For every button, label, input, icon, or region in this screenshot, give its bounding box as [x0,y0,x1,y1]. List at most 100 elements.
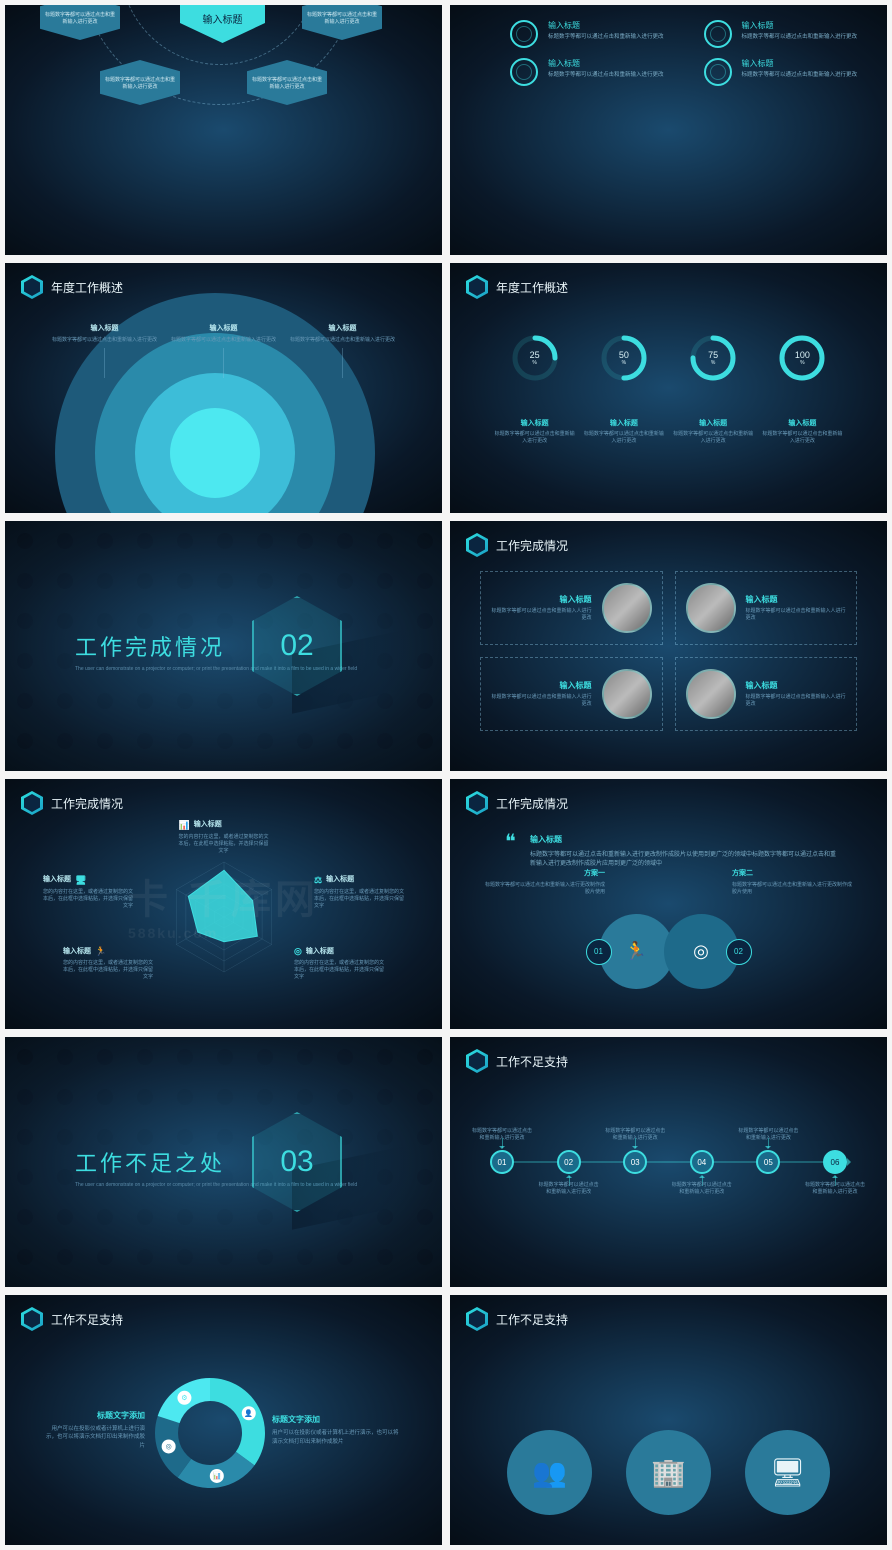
info-grid: 输入标题标题数字等都可以通过点击和重新输入进行更改 输入标题标题数字等都可以通过… [510,20,857,86]
slide-5: 工作完成情况 The user can demonstrate on a pro… [5,521,442,771]
slide-10: 工作不足支持 01标题数字等都可以通过点击和重新输入进行更改02标题数字等都可以… [450,1037,887,1287]
col-desc: 标题数字等都可以通过点击和重新输入进行更改 [290,337,395,344]
info-item: 输入标题标题数字等都可以通过点击和重新输入进行更改 [510,20,664,48]
radar-title: 输入标题 [326,875,354,885]
side-title: 方案二 [732,869,852,879]
svg-text:📊: 📊 [212,1470,221,1479]
progress-row: 25%输入标题标题数字等都可以通过点击和重新输入进行更改50%输入标题标题数字等… [490,333,847,445]
info-item: 输入标题标题数字等都可以通过点击和重新输入进行更改 [704,58,858,86]
header-title: 工作完成情况 [496,537,568,554]
info-title: 输入标题 [548,20,664,31]
photo-circle [602,583,652,633]
quad-title: 输入标题 [746,594,847,605]
col-desc: 标题数字等都可以通过点击和重新输入进行更改 [171,337,276,344]
run-icon: 🏃 [95,945,106,958]
ring-icon [704,20,732,48]
info-item: 输入标题标题数字等都可以通过点击和重新输入进行更改 [704,20,858,48]
header-title: 年度工作概述 [51,279,123,296]
col-desc: 标题数字等都可以通过点击和重新输入进行更改 [52,337,157,344]
slide-11: 工作不足支持 标题文字添加用户可以在投影仪或者计算机上进行演示，也可以将演示文档… [5,1295,442,1545]
quad-title: 输入标题 [491,594,592,605]
hex-icon [466,1049,488,1073]
col-title: 输入标题 [52,323,157,333]
monitor-icon: 🖥 [745,1430,830,1515]
venn-diagram: 🏃 ◎ 01 02 [599,914,739,989]
hex-icon [466,1307,488,1331]
slide-4: 年度工作概述 25%输入标题标题数字等都可以通过点击和重新输入进行更改50%输入… [450,263,887,513]
icon-row: 👥 🏢 🖥 [490,1430,847,1515]
screen-icon: 🖥 [75,874,86,887]
info-desc: 标题数字等都可以通过点击和重新输入进行更改 [548,34,664,42]
quad-desc: 标题数字等都可以通过点击和重新输入人进行更改 [491,694,592,708]
radar-title: 输入标题 [63,947,91,957]
radar-desc: 您的内容打在这里，或者通过复制您的文本后，在此框中选择粘贴，并选择只保留文字 [179,834,269,854]
quote-title: 输入标题 [530,834,837,847]
ring-icon [510,20,538,48]
photo-circle [602,669,652,719]
radar-title: 输入标题 [306,947,334,957]
building-icon: 🏢 [626,1430,711,1515]
slide-6: 工作完成情况 输入标题标题数字等都可以通过点击和重新输入人进行更改 输入标题标题… [450,521,887,771]
people-icon: 👥 [507,1430,592,1515]
s11-title: 标题文字添加 [272,1414,402,1425]
big-hex: 03 [252,1112,342,1212]
quad-desc: 标题数字等都可以通过点击和重新输入人进行更改 [746,694,847,708]
info-title: 输入标题 [548,58,664,69]
balance-icon: ⚖ [314,874,322,887]
quote-icon: ❝ [505,829,516,854]
radar-desc: 您的内容打在这里，或者通过复制您的文本后，在此框中选择粘贴，并选择只保留文字 [294,960,384,980]
slide-1: 输入标题 标题数字等都可以通过点击和重新输入进行更改 标题数字等都可以通过点击和… [5,5,442,255]
quad-desc: 标题数字等都可以通过点击和重新输入人进行更改 [491,608,592,622]
svg-text:⚙: ⚙ [181,1393,187,1401]
info-title: 输入标题 [742,58,858,69]
radar-chart [159,852,289,982]
quad-title: 输入标题 [491,680,592,691]
side-desc: 标题数字等都可以通过点击和重新输入进行更改制作成胶片使用 [485,882,605,895]
s11-desc: 用户可以在投影仪或者计算机上进行演示，也可以将演示文档打印出来制作成胶片 [272,1429,402,1446]
radar-desc: 您的内容打在这里，或者通过复制您的文本后，在此框中选择粘贴，并选择只保留文字 [43,889,133,909]
hex-icon [21,1307,43,1331]
col-title: 输入标题 [171,323,276,333]
target-icon: ◎ [294,945,302,958]
section-title: 工作不足之处 [75,1146,225,1178]
hex-icon [466,791,488,815]
hex-icon [466,533,488,557]
slide-2: 输入标题标题数字等都可以通过点击和重新输入进行更改 输入标题标题数字等都可以通过… [450,5,887,255]
svg-text:👤: 👤 [244,1408,253,1417]
hex-icon [21,275,43,299]
side-title: 方案一 [485,869,605,879]
ring-icon [510,58,538,86]
radar-desc: 您的内容打在这里，或者通过复制您的文本后，在此框中选择粘贴，并选择只保留文字 [63,960,153,980]
hex-icon [466,275,488,299]
info-desc: 标题数字等都可以通过点击和重新输入进行更改 [742,34,858,42]
labels-row: 输入标题标题数字等都可以通过点击和重新输入进行更改 输入标题标题数字等都可以通过… [45,323,402,382]
col-title: 输入标题 [290,323,395,333]
slide-7: 工作完成情况 📊输入标题您的内容打在这里，或者通过复制您的文本后，在此框中选择粘… [5,779,442,1029]
big-hex: 02 [252,596,342,696]
header-title: 工作完成情况 [51,795,123,812]
venn-badge-1: 01 [586,939,612,965]
s11-title: 标题文字添加 [45,1410,145,1421]
radar-desc: 您的内容打在这里，或者通过复制您的文本后，在此框中选择粘贴，并选择只保留文字 [314,889,404,909]
header-title: 工作不足支持 [496,1053,568,1070]
slide-9: 工作不足之处 The user can demonstrate on a pro… [5,1037,442,1287]
slide-3: 年度工作概述 输入标题标题数字等都可以通过点击和重新输入进行更改 输入标题标题数… [5,263,442,513]
info-desc: 标题数字等都可以通过点击和重新输入进行更改 [742,72,858,80]
donut-chart: 👤📊◎⚙ [145,1368,275,1498]
hex-icon [21,791,43,815]
section-number: 02 [280,629,313,663]
header-title: 年度工作概述 [496,279,568,296]
s11-desc: 用户可以在投影仪或者计算机上进行演示，也可以将演示文档打印出来制作成胶片 [45,1425,145,1450]
quad-title: 输入标题 [746,680,847,691]
radar-title: 输入标题 [43,875,71,885]
section-title: 工作完成情况 [75,630,225,662]
header-title: 工作不足支持 [496,1311,568,1328]
info-desc: 标题数字等都可以通过点击和重新输入进行更改 [548,72,664,80]
venn-badge-2: 02 [726,939,752,965]
info-title: 输入标题 [742,20,858,31]
header-title: 工作完成情况 [496,795,568,812]
quad-grid: 输入标题标题数字等都可以通过点击和重新输入人进行更改 输入标题标题数字等都可以通… [480,571,857,731]
photo-circle [686,669,736,719]
header-title: 工作不足支持 [51,1311,123,1328]
photo-circle [686,583,736,633]
